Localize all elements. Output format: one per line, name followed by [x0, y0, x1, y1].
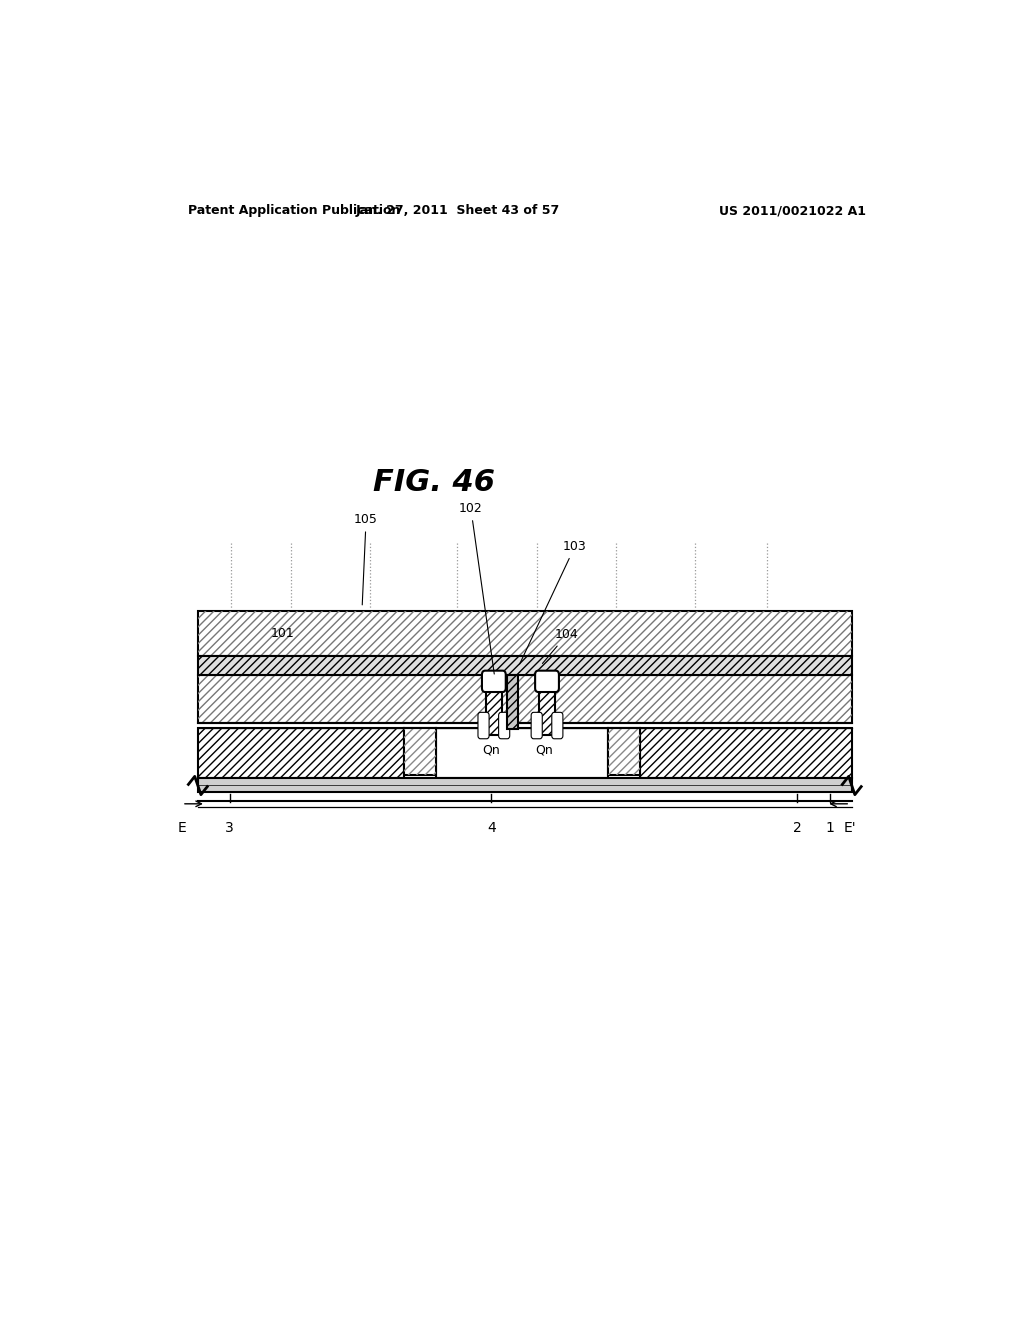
Bar	[436, 727, 608, 779]
Text: 4: 4	[487, 821, 496, 836]
Bar	[640, 727, 852, 779]
Bar	[198, 611, 852, 656]
Bar	[536, 730, 558, 735]
FancyBboxPatch shape	[482, 671, 506, 692]
Text: 3: 3	[225, 821, 233, 836]
FancyBboxPatch shape	[499, 713, 510, 739]
Text: 102: 102	[459, 502, 495, 675]
Bar	[404, 727, 436, 775]
Text: 2: 2	[793, 821, 802, 836]
FancyBboxPatch shape	[552, 713, 563, 739]
Text: Qn: Qn	[535, 744, 553, 756]
Text: 1: 1	[826, 821, 835, 836]
Text: US 2011/0021022 A1: US 2011/0021022 A1	[719, 205, 866, 216]
FancyBboxPatch shape	[478, 713, 489, 739]
Text: Patent Application Publication: Patent Application Publication	[187, 205, 400, 216]
Bar	[198, 611, 852, 656]
Text: FIG. 46: FIG. 46	[373, 469, 495, 498]
Bar	[507, 675, 518, 729]
FancyBboxPatch shape	[536, 671, 559, 692]
Bar	[404, 727, 436, 775]
Text: 101: 101	[271, 627, 295, 640]
Bar	[198, 675, 852, 722]
Bar	[198, 656, 852, 675]
Bar	[198, 727, 404, 779]
Text: E: E	[177, 821, 186, 836]
Text: 104: 104	[543, 628, 579, 664]
Bar	[482, 730, 505, 735]
Bar	[608, 727, 640, 775]
Bar	[539, 682, 555, 735]
Text: Qn: Qn	[482, 744, 501, 756]
Bar	[198, 675, 852, 722]
Text: 103: 103	[519, 540, 587, 664]
Bar	[198, 779, 852, 792]
FancyBboxPatch shape	[531, 713, 543, 739]
Text: 105: 105	[354, 513, 378, 605]
Text: Jan. 27, 2011  Sheet 43 of 57: Jan. 27, 2011 Sheet 43 of 57	[355, 205, 559, 216]
Bar	[608, 727, 640, 775]
Bar	[486, 682, 502, 735]
Text: E': E'	[844, 821, 856, 836]
